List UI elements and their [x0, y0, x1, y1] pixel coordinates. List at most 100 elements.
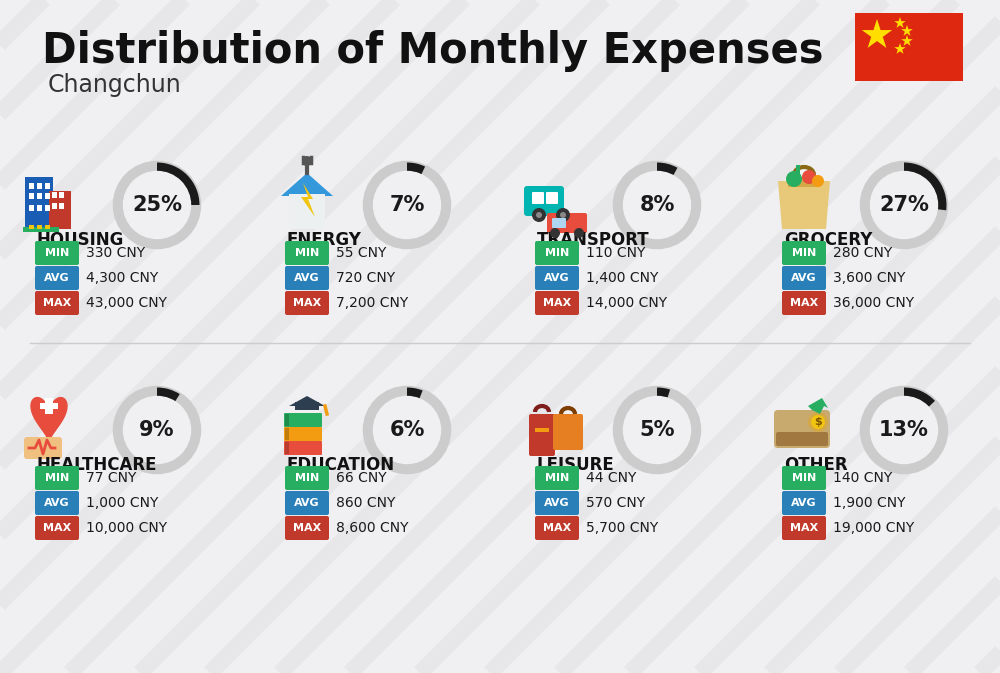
- FancyBboxPatch shape: [29, 205, 34, 211]
- Circle shape: [560, 212, 566, 218]
- Circle shape: [374, 396, 440, 464]
- FancyBboxPatch shape: [284, 441, 322, 455]
- Text: 66 CNY: 66 CNY: [336, 471, 387, 485]
- Circle shape: [811, 415, 825, 429]
- FancyBboxPatch shape: [29, 183, 34, 189]
- Circle shape: [808, 412, 828, 432]
- Text: AVG: AVG: [44, 273, 70, 283]
- Polygon shape: [901, 35, 913, 46]
- FancyBboxPatch shape: [23, 227, 59, 232]
- Text: 860 CNY: 860 CNY: [336, 496, 395, 510]
- FancyBboxPatch shape: [52, 192, 57, 198]
- Text: MAX: MAX: [543, 523, 571, 533]
- Text: 36,000 CNY: 36,000 CNY: [833, 296, 914, 310]
- Wedge shape: [657, 388, 670, 398]
- FancyBboxPatch shape: [45, 225, 50, 229]
- FancyBboxPatch shape: [524, 186, 564, 216]
- FancyBboxPatch shape: [782, 291, 826, 315]
- Polygon shape: [289, 396, 325, 406]
- FancyBboxPatch shape: [37, 183, 42, 189]
- FancyBboxPatch shape: [552, 218, 566, 228]
- Text: TRANSPORT: TRANSPORT: [537, 231, 650, 249]
- FancyBboxPatch shape: [37, 225, 42, 229]
- Circle shape: [624, 396, 690, 464]
- FancyBboxPatch shape: [35, 516, 79, 540]
- Polygon shape: [281, 173, 333, 196]
- Circle shape: [374, 172, 440, 238]
- FancyBboxPatch shape: [29, 225, 34, 229]
- FancyBboxPatch shape: [855, 13, 963, 81]
- Text: MAX: MAX: [293, 523, 321, 533]
- Text: 8,600 CNY: 8,600 CNY: [336, 521, 409, 535]
- Wedge shape: [157, 162, 200, 205]
- Polygon shape: [808, 398, 828, 414]
- Text: 27%: 27%: [879, 195, 929, 215]
- Text: 6%: 6%: [389, 420, 425, 440]
- Text: 3,600 CNY: 3,600 CNY: [833, 271, 905, 285]
- Text: MIN: MIN: [545, 248, 569, 258]
- Circle shape: [532, 208, 546, 222]
- Text: AVG: AVG: [44, 498, 70, 508]
- FancyBboxPatch shape: [547, 213, 587, 233]
- Text: MIN: MIN: [295, 473, 319, 483]
- Text: MIN: MIN: [792, 473, 816, 483]
- FancyBboxPatch shape: [49, 191, 71, 229]
- Text: 8%: 8%: [639, 195, 675, 215]
- FancyBboxPatch shape: [285, 442, 289, 454]
- FancyBboxPatch shape: [285, 516, 329, 540]
- FancyBboxPatch shape: [788, 177, 820, 187]
- Wedge shape: [407, 162, 425, 175]
- FancyBboxPatch shape: [45, 193, 50, 199]
- Circle shape: [302, 156, 312, 166]
- Text: 1,000 CNY: 1,000 CNY: [86, 496, 158, 510]
- Circle shape: [550, 228, 560, 238]
- FancyBboxPatch shape: [285, 241, 329, 265]
- FancyBboxPatch shape: [35, 291, 79, 315]
- Text: GROCERY: GROCERY: [784, 231, 872, 249]
- FancyBboxPatch shape: [285, 291, 329, 315]
- FancyBboxPatch shape: [29, 193, 34, 199]
- FancyBboxPatch shape: [285, 491, 329, 515]
- Wedge shape: [407, 388, 423, 399]
- Polygon shape: [301, 183, 315, 217]
- FancyBboxPatch shape: [782, 491, 826, 515]
- Text: MIN: MIN: [545, 473, 569, 483]
- Polygon shape: [31, 398, 67, 442]
- Text: MAX: MAX: [43, 523, 71, 533]
- Text: AVG: AVG: [544, 498, 570, 508]
- FancyBboxPatch shape: [535, 241, 579, 265]
- FancyBboxPatch shape: [59, 203, 64, 209]
- Text: MAX: MAX: [790, 523, 818, 533]
- Polygon shape: [901, 25, 913, 36]
- Text: HOUSING: HOUSING: [37, 231, 124, 249]
- Text: 77 CNY: 77 CNY: [86, 471, 136, 485]
- FancyBboxPatch shape: [24, 437, 62, 459]
- FancyBboxPatch shape: [35, 491, 79, 515]
- FancyBboxPatch shape: [782, 466, 826, 490]
- FancyBboxPatch shape: [285, 466, 329, 490]
- Text: AVG: AVG: [791, 498, 817, 508]
- Circle shape: [124, 172, 190, 238]
- FancyBboxPatch shape: [35, 466, 79, 490]
- FancyBboxPatch shape: [535, 266, 579, 290]
- Text: 720 CNY: 720 CNY: [336, 271, 395, 285]
- Text: 110 CNY: 110 CNY: [586, 246, 645, 260]
- Wedge shape: [657, 162, 677, 176]
- Polygon shape: [894, 43, 906, 54]
- FancyBboxPatch shape: [796, 165, 800, 179]
- FancyBboxPatch shape: [285, 414, 289, 426]
- Text: 19,000 CNY: 19,000 CNY: [833, 521, 914, 535]
- FancyBboxPatch shape: [37, 205, 42, 211]
- FancyBboxPatch shape: [25, 177, 53, 229]
- FancyBboxPatch shape: [37, 193, 42, 199]
- Text: 13%: 13%: [879, 420, 929, 440]
- FancyBboxPatch shape: [45, 398, 53, 414]
- FancyBboxPatch shape: [782, 516, 826, 540]
- Text: 1,900 CNY: 1,900 CNY: [833, 496, 906, 510]
- Text: 43,000 CNY: 43,000 CNY: [86, 296, 167, 310]
- Text: 7%: 7%: [389, 195, 425, 215]
- FancyBboxPatch shape: [782, 266, 826, 290]
- FancyBboxPatch shape: [284, 413, 322, 427]
- Text: 7,200 CNY: 7,200 CNY: [336, 296, 408, 310]
- Circle shape: [812, 175, 824, 187]
